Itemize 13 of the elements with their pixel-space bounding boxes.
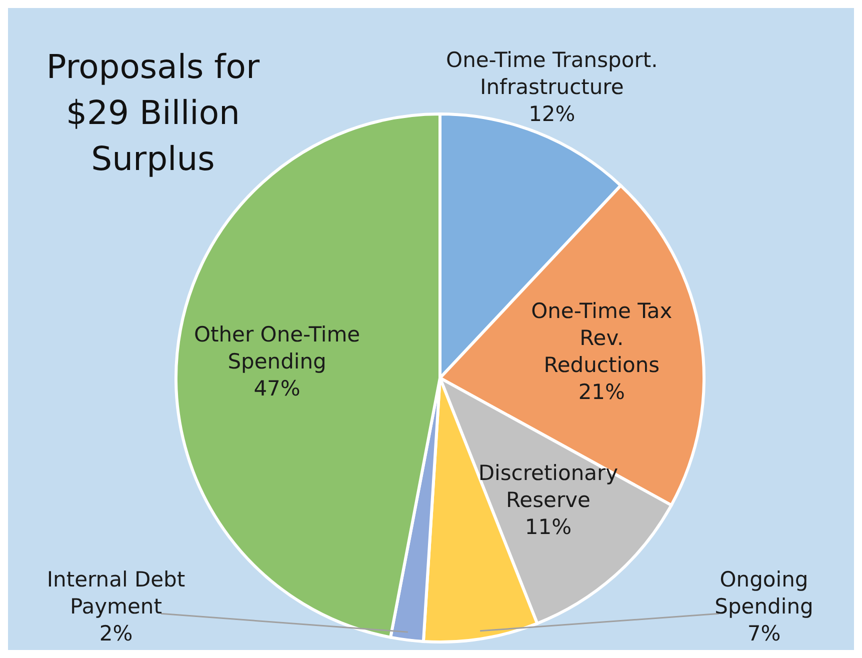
slice-label: Ongoing Spending (714, 567, 814, 618)
data-label: 12% (528, 102, 576, 126)
data-label: 2% (99, 621, 133, 646)
data-label: 47% (254, 376, 300, 400)
text: Proposals for $29 Billion Surplus (45, 46, 261, 180)
data-label: 21% (578, 380, 626, 404)
slice-label: Other One-Time Spending (194, 322, 360, 374)
slice-label: One-Time Transport. Infrastructure (446, 48, 658, 99)
slice-label: Discretionary Reserve (478, 460, 618, 512)
data-label: 11% (524, 514, 572, 539)
slice-label: Internal Debt Payment (46, 567, 186, 618)
data-label: 7% (747, 621, 781, 646)
slice-label: One-Time Tax Rev. Reductions (531, 298, 672, 377)
